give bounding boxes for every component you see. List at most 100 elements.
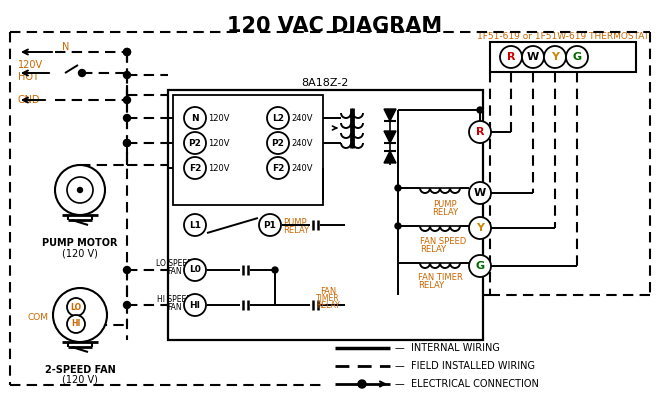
Circle shape	[267, 157, 289, 179]
Text: F2: F2	[189, 163, 201, 173]
Text: PUMP MOTOR: PUMP MOTOR	[42, 238, 118, 248]
Text: P2: P2	[188, 139, 202, 147]
Circle shape	[123, 266, 131, 274]
Circle shape	[123, 302, 131, 308]
Text: 120V: 120V	[208, 139, 230, 147]
Text: P1: P1	[263, 220, 277, 230]
Circle shape	[184, 214, 206, 236]
Bar	[168, 90, 483, 340]
Polygon shape	[384, 151, 396, 163]
Text: Y: Y	[551, 52, 559, 62]
Text: RELAY: RELAY	[420, 245, 446, 254]
Text: FAN: FAN	[168, 303, 182, 313]
Text: COM: COM	[27, 313, 48, 321]
Text: FAN: FAN	[320, 287, 336, 296]
Circle shape	[469, 121, 491, 143]
Circle shape	[123, 72, 131, 78]
Text: HOT: HOT	[18, 72, 39, 82]
Text: —  ELECTRICAL CONNECTION: — ELECTRICAL CONNECTION	[395, 379, 539, 389]
Circle shape	[184, 107, 206, 129]
Circle shape	[267, 107, 289, 129]
Circle shape	[67, 177, 93, 203]
Text: P2: P2	[271, 139, 285, 147]
Text: N: N	[191, 114, 199, 122]
Text: W: W	[474, 188, 486, 198]
Circle shape	[123, 140, 131, 147]
Text: TIMER: TIMER	[316, 294, 340, 303]
Circle shape	[53, 288, 107, 342]
Text: (120 V): (120 V)	[62, 248, 98, 258]
Text: RELAY: RELAY	[418, 281, 444, 290]
Circle shape	[272, 267, 278, 273]
Text: Y: Y	[476, 223, 484, 233]
Text: RELAY: RELAY	[432, 208, 458, 217]
Text: 240V: 240V	[291, 163, 312, 173]
Circle shape	[544, 46, 566, 68]
Circle shape	[67, 315, 85, 333]
Circle shape	[78, 187, 82, 192]
Text: G: G	[476, 261, 484, 271]
Text: RELAY: RELAY	[283, 225, 309, 235]
Text: PUMP: PUMP	[283, 217, 307, 227]
Circle shape	[184, 132, 206, 154]
Circle shape	[566, 46, 588, 68]
Circle shape	[522, 46, 544, 68]
Text: GND: GND	[18, 95, 40, 105]
Circle shape	[184, 259, 206, 281]
Text: LO: LO	[70, 303, 82, 311]
Text: HI SPEED: HI SPEED	[157, 295, 192, 303]
Circle shape	[123, 114, 131, 122]
Circle shape	[395, 223, 401, 229]
Text: R: R	[507, 52, 515, 62]
Text: RELAY: RELAY	[316, 301, 340, 310]
Text: R: R	[476, 127, 484, 137]
Text: L0: L0	[189, 266, 201, 274]
Text: L1: L1	[189, 220, 201, 230]
Circle shape	[67, 298, 85, 316]
Text: (120 V): (120 V)	[62, 375, 98, 385]
Text: 240V: 240V	[291, 139, 312, 147]
Circle shape	[469, 217, 491, 239]
Text: F2: F2	[272, 163, 284, 173]
Circle shape	[267, 132, 289, 154]
Circle shape	[469, 182, 491, 204]
Polygon shape	[384, 109, 396, 121]
Circle shape	[78, 70, 86, 77]
Circle shape	[184, 157, 206, 179]
Text: —  INTERNAL WIRING: — INTERNAL WIRING	[395, 343, 500, 353]
Text: FAN SPEED: FAN SPEED	[420, 237, 466, 246]
Circle shape	[469, 255, 491, 277]
Text: 120V: 120V	[18, 60, 43, 70]
Circle shape	[477, 107, 483, 113]
Text: FAN: FAN	[168, 267, 182, 277]
Circle shape	[358, 380, 366, 388]
Circle shape	[123, 140, 131, 147]
Circle shape	[123, 49, 131, 55]
Text: —  FIELD INSTALLED WIRING: — FIELD INSTALLED WIRING	[395, 361, 535, 371]
Text: 120V: 120V	[208, 163, 230, 173]
Text: HI: HI	[71, 320, 80, 328]
Polygon shape	[384, 131, 396, 143]
Text: 120 VAC DIAGRAM: 120 VAC DIAGRAM	[227, 16, 443, 36]
Text: L2: L2	[272, 114, 284, 122]
Circle shape	[123, 96, 131, 103]
Text: 2-SPEED FAN: 2-SPEED FAN	[45, 365, 115, 375]
Circle shape	[500, 46, 522, 68]
Text: N: N	[62, 42, 70, 52]
Text: 240V: 240V	[291, 114, 312, 122]
Text: FAN TIMER: FAN TIMER	[418, 273, 463, 282]
Circle shape	[395, 185, 401, 191]
Circle shape	[55, 165, 105, 215]
Bar	[173, 95, 323, 205]
Text: G: G	[572, 52, 582, 62]
Text: 8A18Z-2: 8A18Z-2	[302, 78, 348, 88]
Text: W: W	[527, 52, 539, 62]
Bar	[490, 42, 636, 72]
Circle shape	[259, 214, 281, 236]
Text: HI: HI	[190, 300, 200, 310]
Circle shape	[123, 49, 131, 55]
Text: 1F51-619 or 1F51W-619 THERMOSTAT: 1F51-619 or 1F51W-619 THERMOSTAT	[477, 31, 649, 41]
Text: LO SPEED: LO SPEED	[157, 259, 194, 267]
Text: 120V: 120V	[208, 114, 230, 122]
Circle shape	[184, 294, 206, 316]
